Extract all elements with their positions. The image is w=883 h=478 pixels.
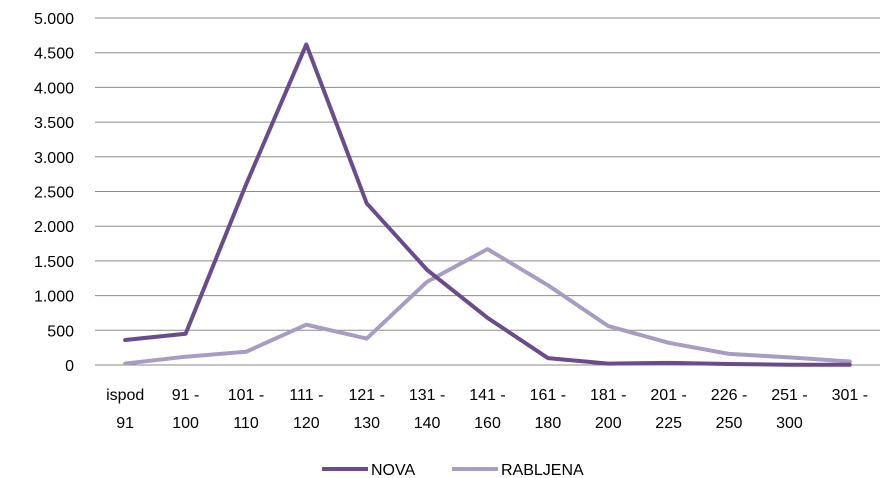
series-line-rabljena: [123, 247, 852, 366]
x-axis-tick-labels: ispod 91 91 - 100 101 - 110 111 - 120 121 - 130 13…: [106, 387, 868, 432]
gridlines: [95, 17, 880, 366]
x-tick-label: 100: [172, 415, 199, 432]
y-tick-label: 3.000: [34, 150, 74, 167]
legend-label: NOVA: [371, 462, 415, 478]
x-tick-label: 201 -: [650, 387, 686, 404]
x-tick-label: 121 -: [348, 387, 384, 404]
x-tick-label: 130: [353, 415, 380, 432]
x-tick-label: 225: [655, 415, 682, 432]
x-tick-label: 301 -: [832, 387, 868, 404]
x-tick-label: 160: [474, 415, 501, 432]
x-tick-label: 101 -: [228, 387, 264, 404]
y-tick-label: 5.000: [34, 11, 74, 28]
y-tick-label: 1.000: [34, 289, 74, 306]
y-tick-label: 500: [47, 323, 74, 340]
x-tick-label: 251 -: [771, 387, 807, 404]
x-tick-label: 250: [716, 415, 743, 432]
x-tick-label: 161 -: [530, 387, 566, 404]
x-tick-label: 181 -: [590, 387, 626, 404]
x-tick-label: 200: [595, 415, 622, 432]
y-tick-label: 4.000: [34, 80, 74, 97]
x-tick-label: 141 -: [469, 387, 505, 404]
y-tick-label: 1.500: [34, 254, 74, 271]
x-tick-label: 91 -: [172, 387, 200, 404]
x-tick-label: 91: [116, 415, 134, 432]
x-tick-label: ispod: [106, 387, 144, 404]
y-tick-label: 2.000: [34, 219, 74, 236]
y-tick-label: 2.500: [34, 185, 74, 202]
x-tick-label: 140: [414, 415, 441, 432]
x-tick-label: 110: [233, 415, 259, 432]
legend: NOVA RABLJENA: [322, 462, 584, 478]
x-tick-label: 300: [776, 415, 803, 432]
legend-label: RABLJENA: [501, 462, 584, 478]
y-tick-label: 0: [65, 358, 74, 375]
series-line-nova: [123, 42, 852, 367]
x-tick-label: 226 -: [711, 387, 747, 404]
x-tick-label: 180: [535, 415, 562, 432]
x-tick-label: 120: [293, 415, 320, 432]
y-axis-tick-labels: 0 500 1.000 1.500 2.000 2.500 3.000 3.500 4.000 4…: [34, 11, 74, 375]
x-tick-label: 111 -: [289, 387, 323, 404]
x-tick-label: 131 -: [409, 387, 445, 404]
y-tick-label: 4.500: [34, 46, 74, 63]
y-tick-label: 3.500: [34, 115, 74, 132]
series-lines: [123, 42, 852, 367]
